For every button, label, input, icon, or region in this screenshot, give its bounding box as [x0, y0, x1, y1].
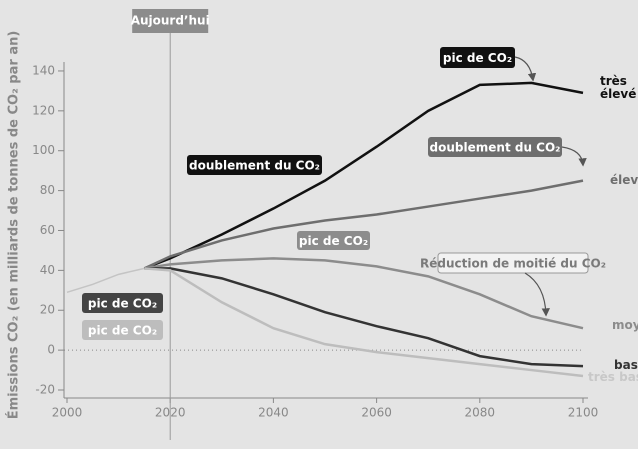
today-label: Aujourd’hui [131, 14, 210, 28]
annotation-box [82, 293, 163, 313]
y-axis-label: Émissions CO₂ (en milliards de tonnes de… [6, 31, 22, 420]
y-tick-label: -20 [35, 383, 55, 397]
series-line [143, 81, 584, 270]
series-label: très élevé [600, 74, 637, 101]
annotation-text: doublement du CO₂ [189, 159, 320, 173]
x-tick-label: 2000 [52, 406, 83, 420]
x-tick-label: 2080 [465, 406, 496, 420]
annotation-box [187, 155, 322, 175]
x-tick-label: 2060 [361, 406, 392, 420]
annotation-text: doublement du CO₂ [430, 141, 561, 155]
annotation-text: pic de CO₂ [88, 324, 157, 338]
y-tick-label: 20 [40, 303, 55, 317]
annotation-arrow [524, 272, 550, 317]
x-tick-label: 2100 [568, 406, 599, 420]
series-line [144, 267, 584, 368]
annotation-box [297, 231, 370, 250]
y-tick-label: 40 [40, 263, 55, 277]
y-tick-label: 120 [32, 103, 55, 117]
series-line [144, 267, 584, 378]
y-tick-label: 80 [40, 183, 55, 197]
annotation-text: pic de CO₂ [299, 234, 368, 248]
y-tick-label: 100 [32, 143, 55, 157]
x-tick-label: 2040 [258, 406, 289, 420]
annotation-text: Réduction de moitié du CO₂ [420, 257, 606, 271]
series-line [143, 179, 584, 270]
series-line [144, 257, 584, 330]
y-tick-label: 0 [47, 343, 55, 357]
annotation-arrow [561, 146, 587, 167]
series-label: très bas [588, 370, 638, 384]
annotation-box [82, 320, 163, 340]
series-label: bas [614, 358, 638, 372]
series-label: moyen [612, 318, 638, 332]
annotation-box [437, 252, 589, 274]
y-tick-label: 60 [40, 223, 55, 237]
annotation-box [440, 47, 515, 68]
series-label: élevé [610, 173, 638, 187]
annotation-text: pic de CO₂ [88, 297, 157, 311]
annotation-arrow [514, 56, 537, 82]
y-tick-label: 140 [32, 63, 55, 77]
annotation-text: pic de CO₂ [443, 51, 512, 65]
annotation-box [428, 137, 562, 157]
today-box [132, 9, 209, 33]
series-line [66, 267, 145, 294]
